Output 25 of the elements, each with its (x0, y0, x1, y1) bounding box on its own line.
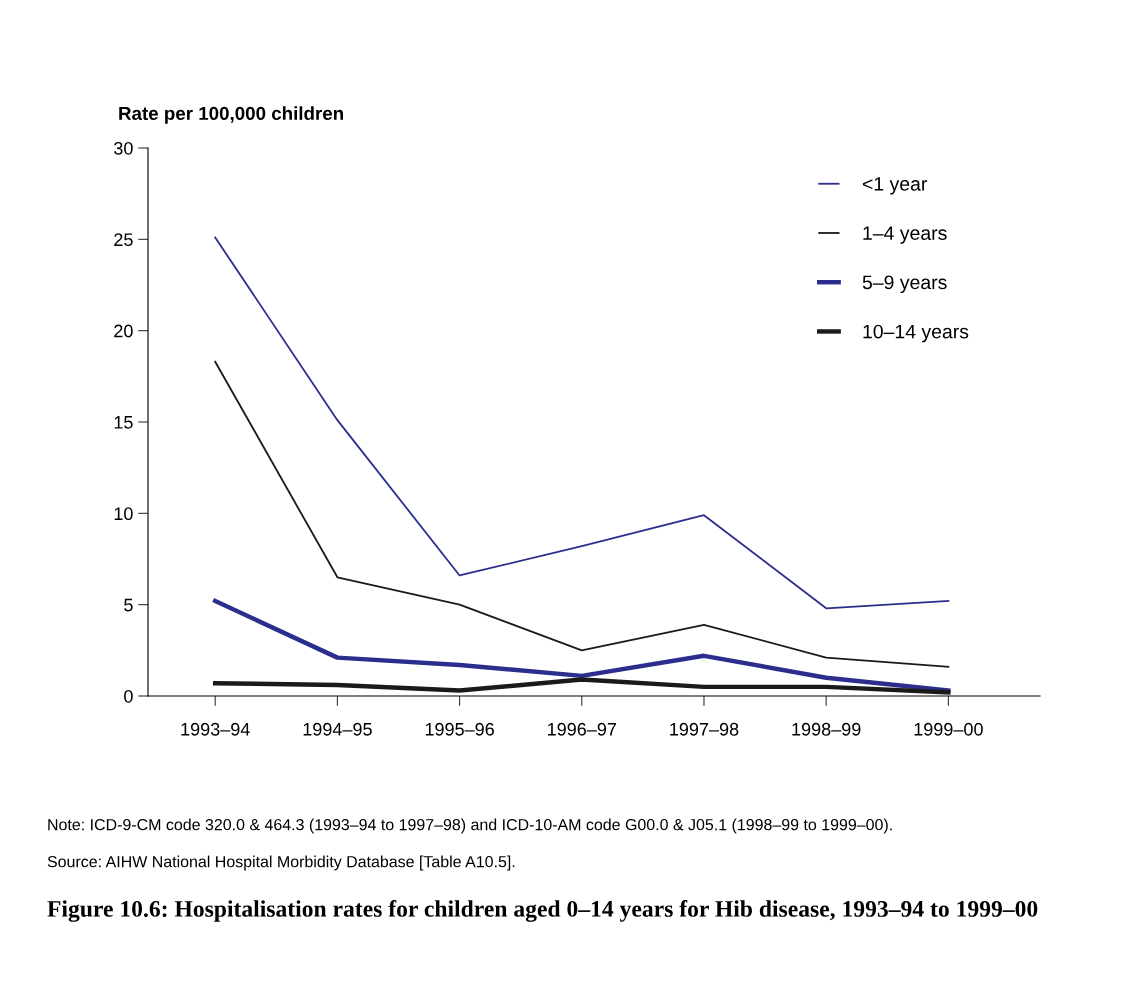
y-tick-label: 15 (114, 416, 133, 429)
y-tick-label: 25 (114, 233, 133, 247)
x-tick-label: 1995–96 (425, 722, 494, 736)
y-tick-label: 10 (114, 507, 133, 521)
y-axis-title: Rate per 100,000 children (119, 106, 343, 124)
legend-label: <1 year (862, 177, 928, 195)
x-tick-label: 1996–97 (548, 722, 617, 736)
text: Figure 10.6: Hospitalisation rates for children aged 0–14 years for Hib disease, 1993–94 to 1999–00 (47, 900, 1038, 922)
y-tick-label: 20 (114, 324, 133, 338)
legend-label: 10–14 years (863, 324, 969, 343)
x-tick-label: 1994–95 (303, 722, 372, 736)
x-tick-label: 1999–00 (914, 722, 983, 736)
x-tick-label: 1998–99 (792, 722, 861, 736)
line-series (214, 360, 950, 668)
line-series (212, 677, 951, 695)
y-tick-label: 30 (114, 141, 133, 155)
x-tick-label: 1997–98 (670, 722, 739, 736)
text: Note: ICD-9-CM code 320.0 & 464.3 (1993–94 to 1997–98) and ICD-10-AM code G00.0 & J05.1 (1998–99 to 1999–00). (48, 818, 892, 834)
y-tick-label: 5 (124, 598, 133, 612)
x-tick-label: 1993–94 (181, 722, 250, 736)
legend-label: 1–4 years (863, 226, 947, 244)
source-note: Source: AIHW National Hospital Morbidity Database [Table A10.5]. (47, 855, 515, 871)
y-tick-label: 0 (124, 689, 133, 703)
line-series (212, 598, 951, 693)
legend-label: 5–9 years (862, 275, 947, 294)
